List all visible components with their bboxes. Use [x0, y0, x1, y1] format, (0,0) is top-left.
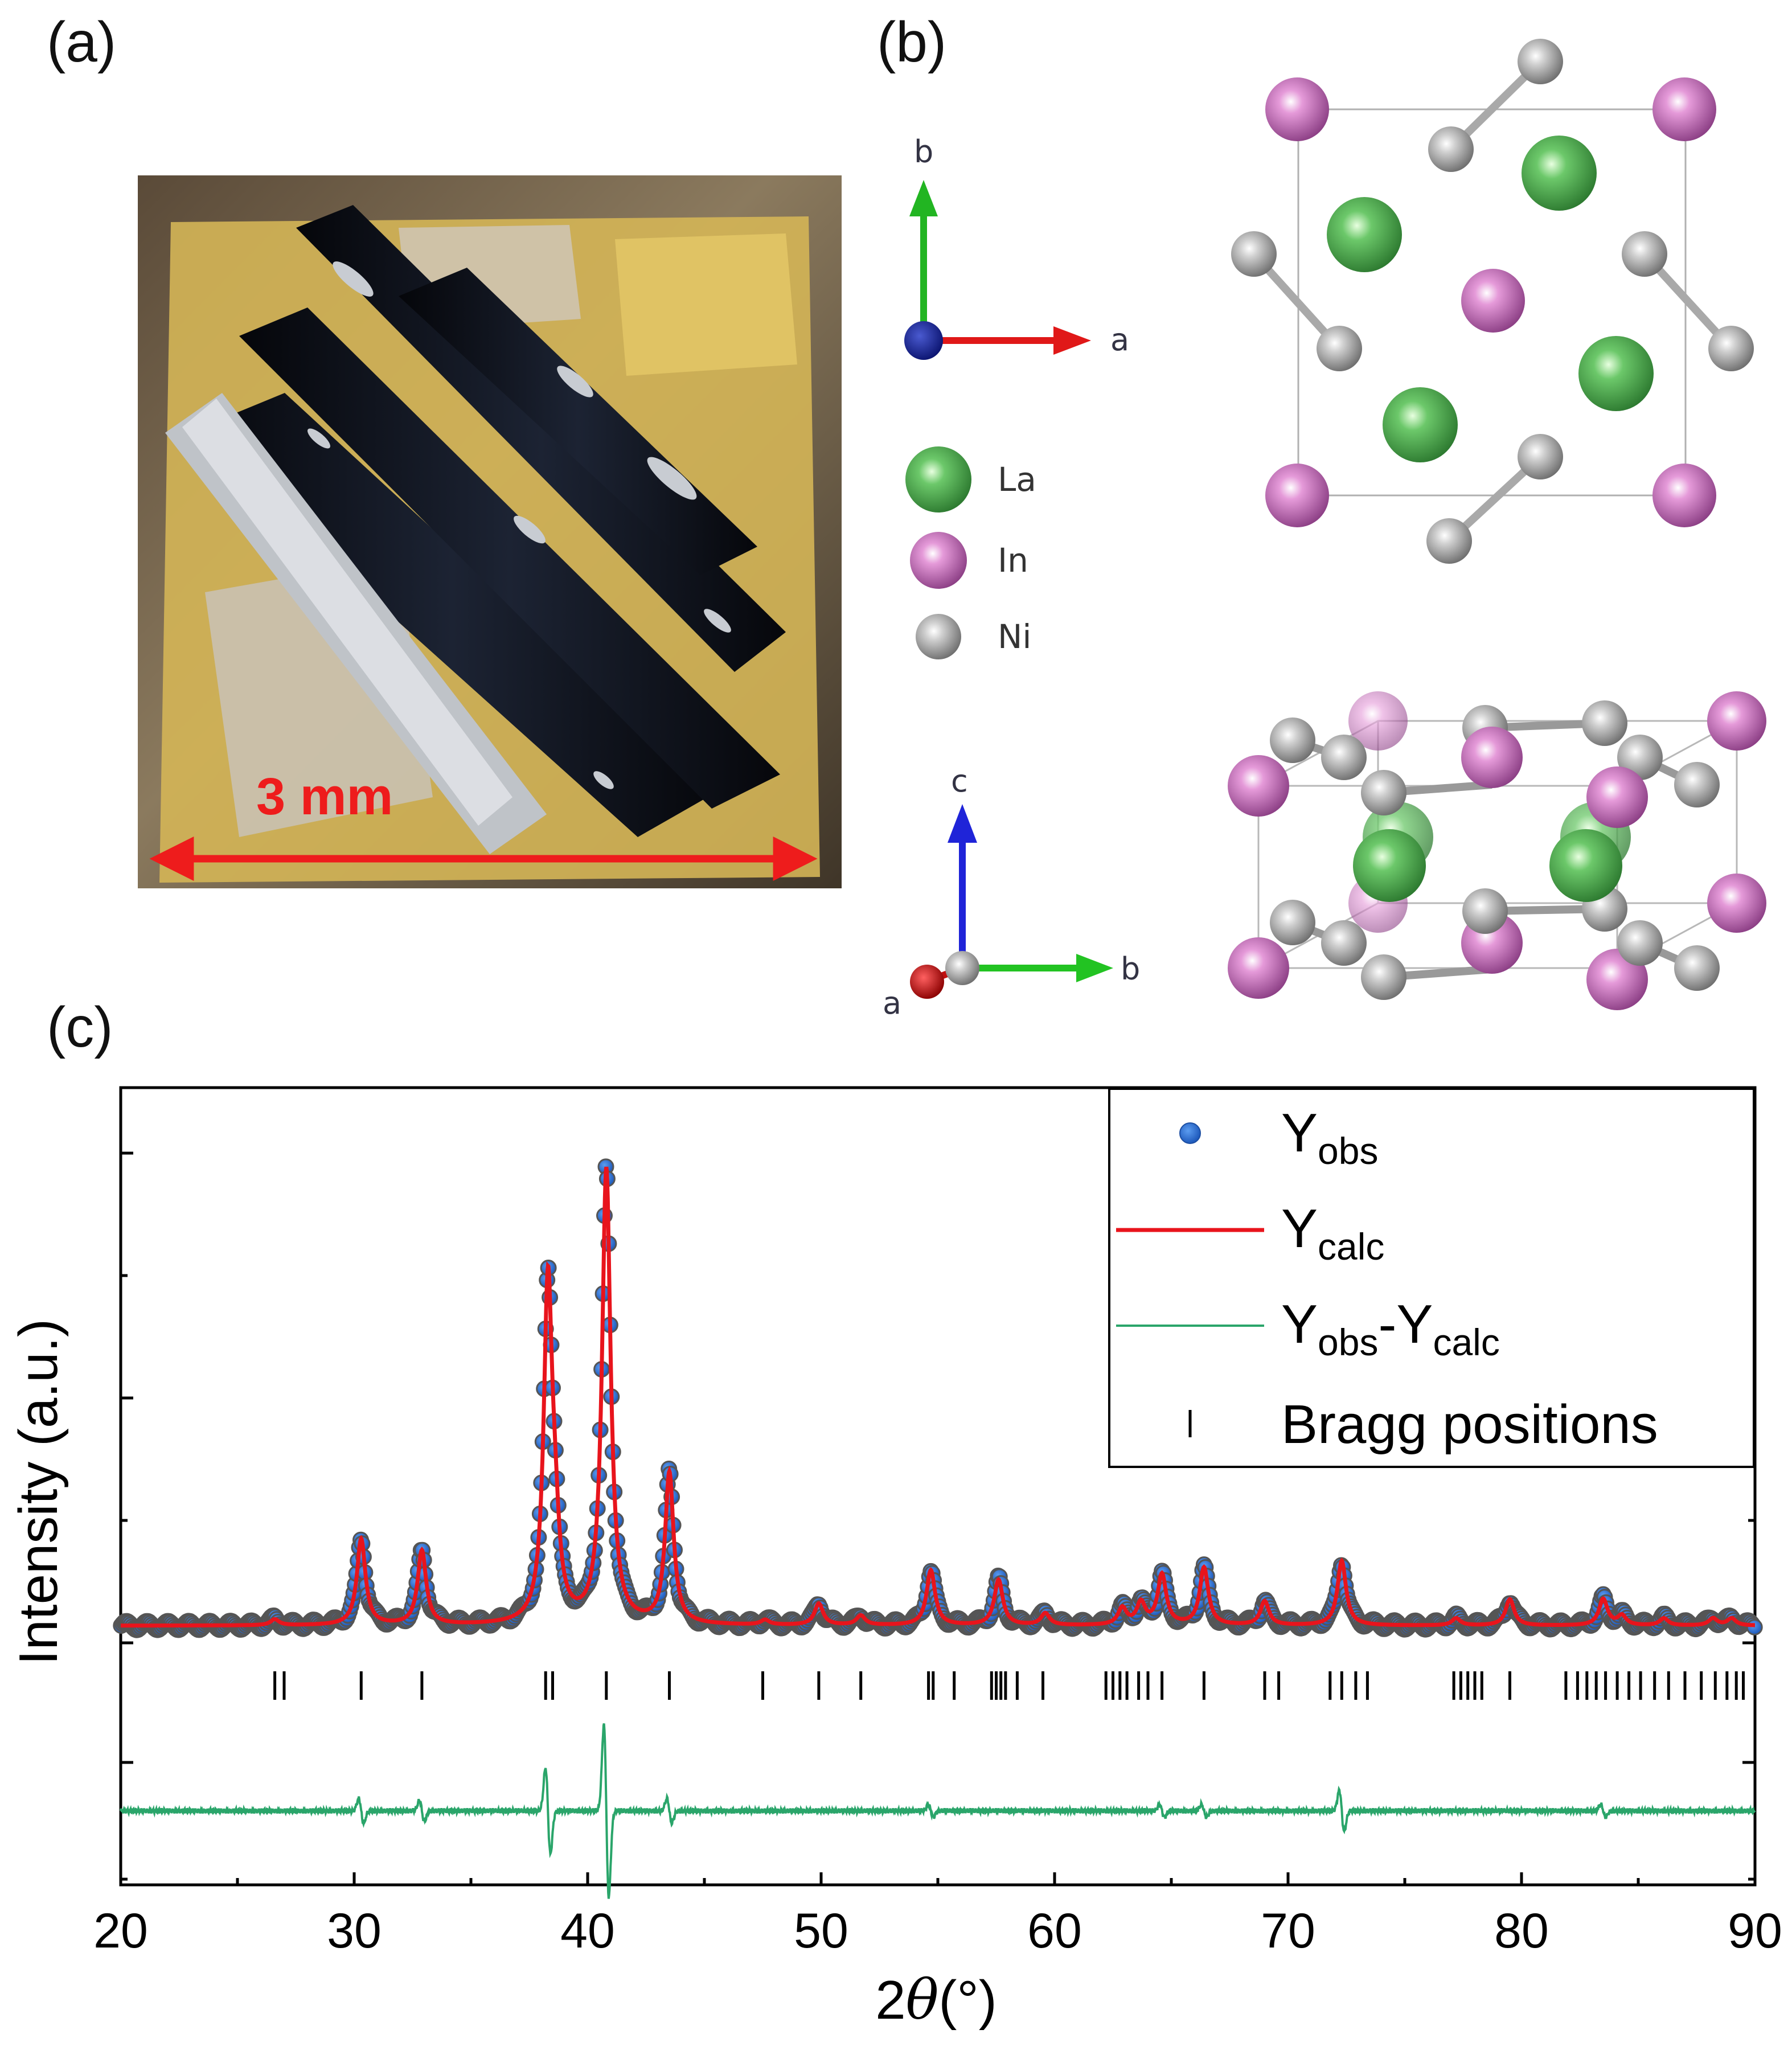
xrd-chart: 20 30 40 50 60 70 80 90 Intensity (a.u.) 2θ(°) … — [8, 1086, 1782, 2032]
x-axis-title: 2θ(°) — [875, 1968, 997, 2032]
axes-triad-top: b a — [904, 134, 1129, 360]
bragg-ticks — [273, 1671, 1745, 1700]
crystal-structure-side-view — [1228, 691, 1766, 1010]
axes-triad-bottom: c b a — [883, 763, 1140, 1021]
x-tick-label: 50 — [794, 1904, 848, 1958]
calculated-curve — [121, 1166, 1755, 1628]
y-axis-title: Intensity (a.u.) — [8, 1319, 69, 1665]
legend-ni-label: Ni — [998, 617, 1032, 656]
legend-calc-label: Ycalc — [1281, 1198, 1384, 1268]
chart-legend: Yobs Ycalc Yobs-Ycalc Bragg positions — [1108, 1088, 1755, 1468]
x-tick-label: 80 — [1494, 1904, 1549, 1958]
axis-label-b-top: b — [914, 134, 933, 170]
x-tick-label: 60 — [1027, 1904, 1082, 1958]
x-tick-label: 90 — [1728, 1904, 1782, 1958]
x-tick-label: 20 — [93, 1904, 148, 1958]
element-legend: La In Ni — [905, 446, 1036, 659]
axis-label-b-bottom: b — [1121, 951, 1140, 987]
legend-la-label: La — [998, 460, 1036, 499]
legend-obs-marker — [1179, 1122, 1201, 1144]
x-tick-label: 30 — [327, 1904, 382, 1958]
x-tick-label: 70 — [1261, 1904, 1315, 1958]
legend-diff-label: Yobs-Ycalc — [1281, 1294, 1500, 1363]
axis-label-a-top: a — [1110, 322, 1129, 358]
panel-label-a: (a) — [47, 10, 116, 74]
legend-bragg-label: Bragg positions — [1281, 1394, 1658, 1455]
panel-label-b: (b) — [877, 10, 946, 74]
axis-label-a-bottom: a — [883, 985, 901, 1021]
crystal-photo: 3 mm — [138, 175, 842, 888]
difference-curve — [120, 1723, 1756, 1899]
x-axis-title-prefix: 2 — [875, 1970, 905, 2031]
scale-label: 3 mm — [256, 768, 393, 826]
axis-label-c-bottom: c — [951, 763, 968, 799]
x-axis-title-theta: θ — [906, 1968, 939, 2032]
x-tick-labels: 20 30 40 50 60 70 80 90 — [93, 1904, 1782, 1958]
legend-in-label: In — [998, 541, 1028, 580]
x-axis-title-unit: (°) — [938, 1970, 997, 2031]
panel-label-c: (c) — [47, 995, 113, 1059]
crystal-structure-top-view — [1231, 39, 1754, 564]
legend-obs-label: Yobs — [1281, 1102, 1378, 1172]
x-axis-ticks — [119, 1872, 1757, 1885]
x-tick-label: 40 — [560, 1904, 615, 1958]
